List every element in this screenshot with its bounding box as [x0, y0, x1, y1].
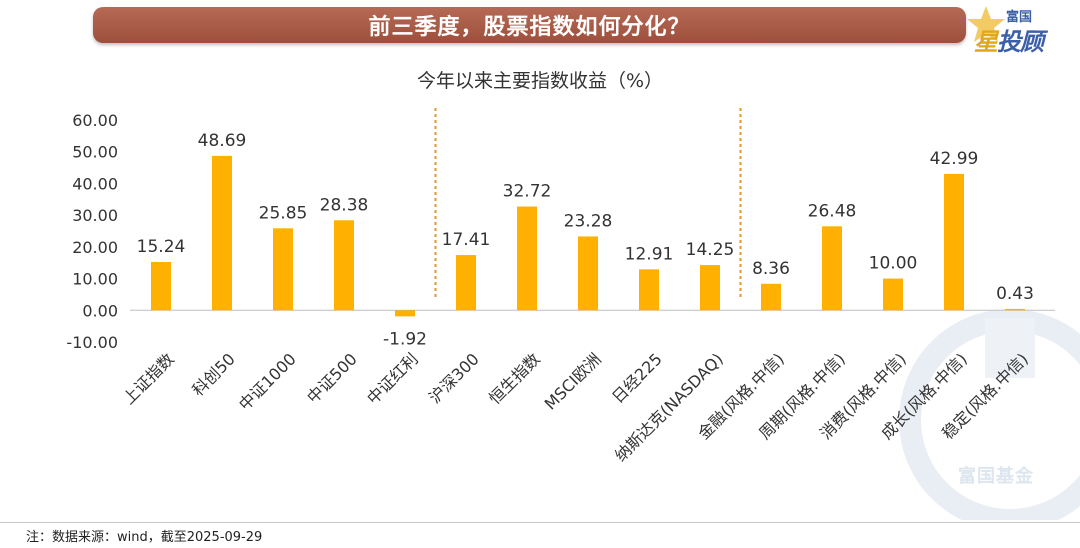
- bar: [1005, 308, 1025, 311]
- category-label: 科创50: [188, 349, 238, 399]
- category-label: 中证红利: [363, 349, 422, 408]
- value-label: 32.72: [503, 182, 552, 202]
- value-label: 12.91: [625, 244, 674, 264]
- category-label: 恒生指数: [485, 349, 544, 408]
- category-label: 纳斯达克(NASDAQ): [611, 349, 727, 465]
- value-label: -1.92: [383, 329, 427, 349]
- bar: [883, 278, 903, 311]
- bar: [456, 255, 476, 311]
- bar-chart: 60.00 50.00 40.00 30.00 20.00 10.00 0.00 -10.00…: [66, 108, 1080, 520]
- y-tick-label: 20.00: [72, 238, 118, 257]
- star-icon: [967, 6, 1005, 42]
- bar: [822, 226, 842, 311]
- value-label: 0.43: [996, 284, 1034, 304]
- value-label: 42.99: [930, 149, 979, 169]
- logo-tougu-text: 投顾: [997, 28, 1044, 56]
- value-label: 14.25: [686, 240, 735, 260]
- y-tick-label: 30.00: [72, 206, 118, 225]
- bar: [761, 283, 781, 311]
- bar: [639, 269, 659, 311]
- value-label: 28.38: [320, 195, 369, 215]
- footnote-text: 注：数据来源：wind，截至2025-09-29: [26, 530, 263, 545]
- watermark-text: 富国基金: [958, 466, 1034, 487]
- y-tick-label: 50.00: [72, 143, 118, 162]
- footnote-bar: 注：数据来源：wind，截至2025-09-29: [0, 522, 1080, 548]
- category-label: 日经225: [608, 349, 666, 407]
- logo-xing-text: 星: [974, 28, 998, 56]
- category-label: 中证1000: [235, 349, 300, 414]
- banner-title: 前三季度，股票指数如何分化？: [368, 15, 691, 40]
- bar: [578, 236, 598, 311]
- value-label: 8.36: [752, 259, 790, 279]
- bar: [395, 310, 415, 317]
- logo-top-text: 富国: [1006, 10, 1033, 25]
- value-label: 15.24: [137, 237, 186, 257]
- value-label: 25.85: [259, 203, 308, 223]
- bar: [212, 155, 232, 311]
- category-label: MSCI欧洲: [541, 349, 605, 413]
- bar: [517, 206, 537, 311]
- value-label: 48.69: [198, 131, 247, 151]
- bar: [151, 261, 171, 311]
- bar: [334, 220, 354, 311]
- y-tick-label: 40.00: [72, 174, 118, 193]
- value-label: 17.41: [442, 230, 491, 250]
- y-tick-label: 0.00: [82, 301, 118, 320]
- bar: [273, 228, 293, 311]
- title-banner: 前三季度，股票指数如何分化？: [93, 7, 966, 43]
- logo-bottom-text: 星投顾: [974, 22, 1044, 57]
- y-tick-label: -10.00: [66, 333, 118, 352]
- watermark-emblem: [899, 309, 1080, 520]
- y-tick-label: 60.00: [72, 111, 118, 130]
- category-label: 中证500: [303, 349, 361, 407]
- bar: [700, 265, 720, 311]
- chart-title: 今年以来主要指数收益（%）: [416, 70, 664, 92]
- category-label: 上证指数: [119, 349, 178, 408]
- value-label: 23.28: [564, 211, 613, 231]
- category-label: 沪深300: [425, 349, 483, 407]
- brand-logo: 富国 星投顾: [966, 2, 1076, 57]
- bar: [944, 173, 964, 311]
- y-tick-label: 10.00: [72, 270, 118, 289]
- value-label: 10.00: [869, 254, 918, 274]
- value-label: 26.48: [808, 201, 857, 221]
